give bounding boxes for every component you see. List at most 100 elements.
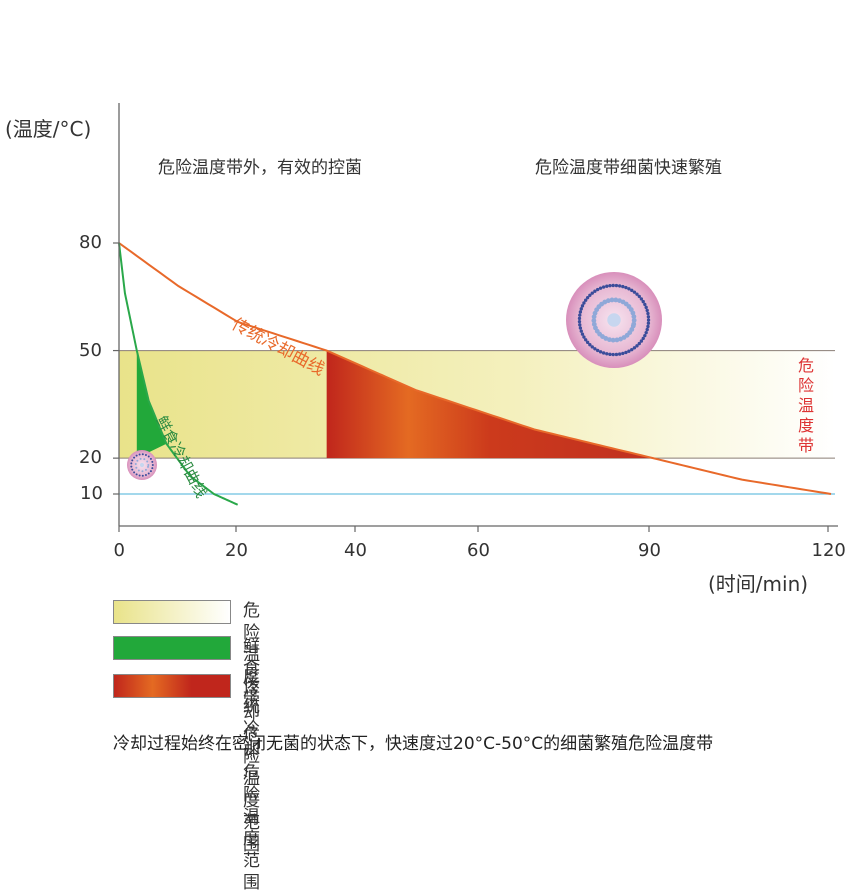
- bacteria-icon-small-inner-dot: [141, 470, 144, 473]
- bacteria-icon-small-inner-dot: [146, 460, 149, 463]
- bacteria-icon-dot: [635, 344, 639, 348]
- x-tick-label: 90: [638, 540, 661, 561]
- bacteria-icon-dot: [639, 339, 644, 343]
- bacteria-icon-inner-dot: [618, 336, 623, 342]
- bacteria-icon-dot: [644, 305, 648, 310]
- bacteria-icon-dot: [588, 343, 592, 347]
- bacteria-icon-dot: [632, 346, 637, 350]
- bacteria-icon-dot: [614, 352, 619, 357]
- bacteria-icon-dot: [583, 338, 588, 342]
- bacteria-icon-core: [607, 313, 621, 327]
- danger-vertical-char: 带: [797, 436, 814, 455]
- bacteria-icon-dot: [617, 284, 622, 288]
- bacteria-icon-dot: [577, 316, 582, 321]
- left-region-annotation: 危险温度带外，有效的控菌: [158, 158, 362, 178]
- danger-zone-vertical-label: 危险温度带: [796, 356, 816, 456]
- bacteria-icon-dot: [639, 297, 644, 301]
- bacteria-icon-inner-dot: [591, 318, 597, 323]
- bacteria-icon-small-dot: [149, 457, 152, 460]
- bacteria-icon-small-dot: [138, 474, 141, 477]
- bacteria-icon-inner-dot: [613, 297, 619, 303]
- bacteria-icon-inner-dot: [614, 337, 620, 343]
- x-tick-label: 40: [344, 540, 367, 561]
- x-tick-label: 0: [113, 540, 125, 561]
- fresh-danger-area: [136, 350, 167, 459]
- legend-label: 鲜食冷却危险温度范围: [243, 637, 260, 855]
- bacteria-icon-small-dot: [130, 465, 133, 468]
- bacteria-icon-dot: [643, 333, 647, 338]
- bacteria-icon-inner-dot: [610, 337, 616, 343]
- bacteria-icon-dot: [578, 310, 583, 314]
- bacteria-icon-dot: [588, 293, 592, 297]
- bacteria-icon-small-dot: [131, 459, 134, 462]
- x-tick-label: 120: [811, 540, 846, 561]
- fresh-cooling-curve: [118, 242, 239, 506]
- bacteria-icon-dot: [644, 330, 648, 335]
- bacteria-icon-small-dot: [141, 453, 144, 456]
- bacteria-icon-dot: [577, 319, 582, 324]
- bacteria-icon-small-inner-dot: [135, 466, 138, 469]
- bacteria-icon-inner-dot: [591, 314, 597, 320]
- bacteria-icon-dot: [578, 323, 582, 327]
- danger-vertical-char: 温: [797, 396, 814, 415]
- legend-label: 传统冷却危险温度范围: [243, 675, 260, 893]
- bacteria-icon-dot: [617, 352, 622, 356]
- bacteria-icon-small-inner-dot: [136, 459, 139, 462]
- bacteria-icon-dot: [579, 329, 583, 333]
- bacteria-icon-small-dot: [130, 462, 133, 465]
- bacteria-icon-dot: [646, 321, 651, 325]
- bacteria-icon-dot: [595, 287, 600, 292]
- bacteria-icon-small-inner-dot: [144, 468, 147, 471]
- bacteria-icon-dot: [646, 318, 651, 322]
- bacteria-icon-dot: [593, 289, 597, 293]
- bacteria-icon-dot: [627, 287, 631, 291]
- bacteria-icon-dot: [608, 283, 612, 288]
- bacteria-icon-inner-dot: [631, 314, 637, 320]
- bacteria-icon-small-dot: [144, 474, 147, 477]
- bacteria-icon-dot: [578, 313, 582, 317]
- danger-vertical-char: 危: [797, 356, 814, 375]
- bacteria-icon-small-inner-dot: [147, 465, 150, 468]
- y-axis-label: (温度/°C): [5, 117, 92, 141]
- bacteria-icon-dot: [637, 341, 641, 346]
- bacteria-icon-inner-dot: [631, 321, 637, 327]
- traditional-cooling-curve: [118, 242, 832, 495]
- bacteria-icon-small-dot: [138, 453, 141, 456]
- bacteria-icon-dot: [582, 335, 586, 339]
- bacteria-icon-dot: [646, 315, 651, 319]
- bacteria-icon-small-dot: [133, 471, 136, 474]
- bacteria-icon-dot: [580, 304, 585, 308]
- bacteria-icon-dot: [641, 299, 645, 304]
- bacteria-icon-small-dot: [151, 460, 154, 463]
- bacteria-icon-dot: [590, 345, 594, 349]
- bacteria-icon-dot: [611, 283, 615, 288]
- bacteria-icon-dot: [585, 340, 590, 345]
- bacteria-icon-dot: [590, 291, 594, 295]
- bacteria-icon-dot: [580, 332, 585, 336]
- bacteria-icon-small-dot: [135, 473, 138, 476]
- bacteria-icon-small-dot: [149, 470, 152, 473]
- bacteria-icon-small-dot: [151, 464, 154, 466]
- bacteria-icon-small-inner-dot: [143, 458, 146, 461]
- danger-vertical-char: 度: [797, 416, 814, 435]
- bacteria-icon-small-inner-dot: [137, 469, 140, 472]
- bacteria-icon-dot: [637, 294, 641, 299]
- bacteria-icon-dot: [611, 352, 615, 357]
- bacteria-icon-inner-dot: [605, 298, 611, 304]
- bacteria-icon-small-inner-dot: [147, 464, 150, 467]
- bacteria-icon-dot: [621, 284, 625, 289]
- bacteria-icon-dot: [608, 352, 612, 357]
- traditional-danger-area: [326, 350, 653, 459]
- bacteria-icon-dot: [601, 351, 606, 355]
- bacteria-icon-inner-dot: [591, 321, 597, 327]
- bacteria-icon-dot: [646, 311, 650, 316]
- x-tick-label: 60: [467, 540, 490, 561]
- bacteria-icon-small-dot: [147, 455, 150, 458]
- bacteria-icon-dot: [643, 302, 647, 307]
- legend-label: 危险温度带: [243, 601, 260, 709]
- y-tick-label: 20: [79, 447, 102, 469]
- bacteria-icon-small-dot: [141, 474, 144, 477]
- bacteria-icon-dot: [605, 284, 609, 288]
- bacteria-icon-dot: [641, 336, 645, 341]
- bacteria-icon-dot: [593, 347, 597, 351]
